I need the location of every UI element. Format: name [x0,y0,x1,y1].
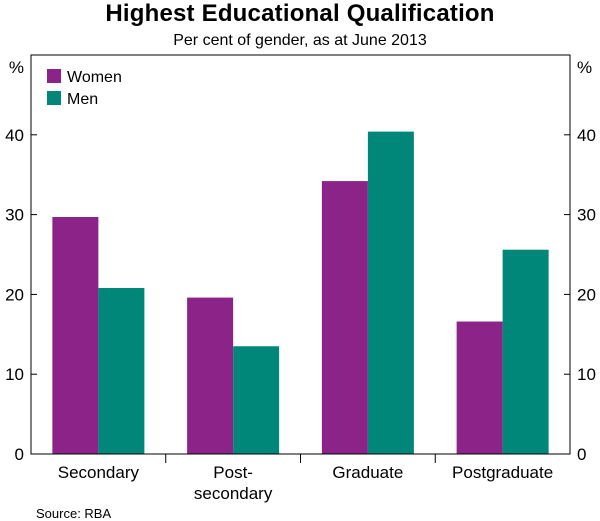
y-tick-label-left: 10 [5,365,24,384]
y-tick-label-right: 0 [577,445,586,464]
y-tick-label-left: 20 [5,285,24,304]
chart-title: Highest Educational Qualification [105,0,495,27]
category-label: Graduate [332,463,403,482]
y-tick-label-right: 10 [577,365,596,384]
y-unit-right: % [577,58,592,77]
bar-men-0 [98,288,145,454]
category-label: Post- [213,463,253,482]
source-note: Source: RBA [36,506,112,521]
category-label: Secondary [58,463,140,482]
chart-subtitle: Per cent of gender, as at June 2013 [173,32,427,49]
legend-swatch-men [47,91,61,105]
bar-men-3 [502,249,549,454]
bar-men-1 [233,346,280,454]
bar-women-3 [456,321,503,454]
y-tick-label-left: 0 [15,445,24,464]
y-tick-label-left: 30 [5,206,24,225]
category-label: secondary [194,484,273,503]
legend-label-men: Men [67,91,98,108]
bar-women-1 [187,297,234,454]
legend-label-women: Women [67,69,122,86]
bar-men-2 [367,131,414,454]
y-tick-label-right: 20 [577,285,596,304]
legend-swatch-women [47,69,61,83]
y-unit-left: % [9,58,24,77]
y-tick-label-left: 40 [5,126,24,145]
y-tick-label-right: 40 [577,126,596,145]
y-tick-label-right: 30 [577,206,596,225]
category-label: Postgraduate [452,463,553,482]
bar-women-0 [52,216,99,454]
bar-women-2 [321,181,368,455]
